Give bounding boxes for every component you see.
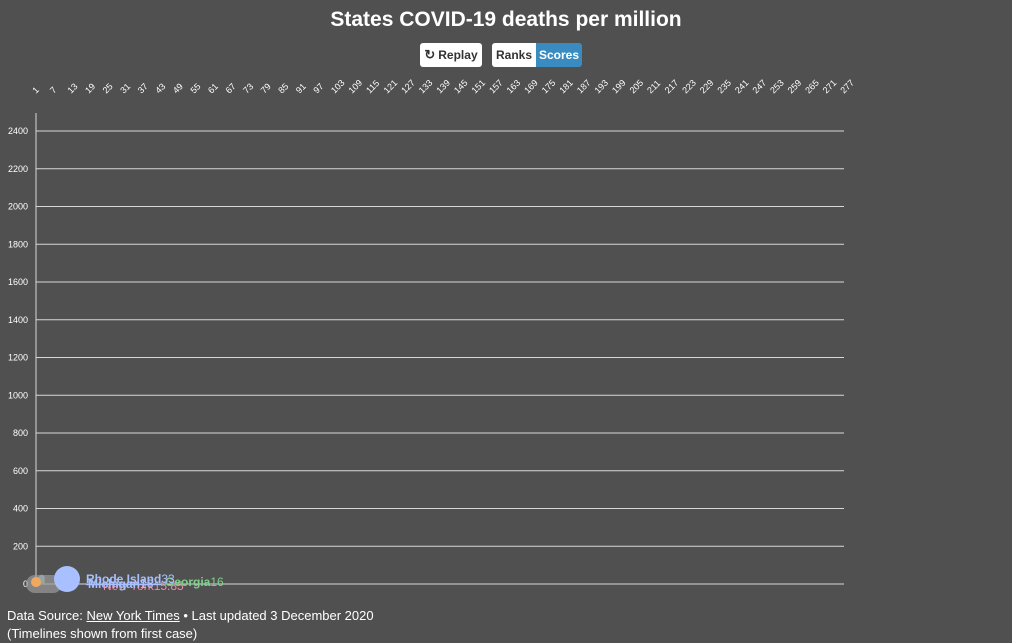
x-tick-label: 271 <box>821 78 839 96</box>
x-tick-label: 169 <box>522 78 540 96</box>
y-tick-label: 1200 <box>8 353 28 363</box>
y-tick-label: 400 <box>13 504 28 514</box>
nyt-link[interactable]: New York Times <box>86 608 180 623</box>
x-tick-label: 37 <box>136 81 150 95</box>
refresh-icon: ↻ <box>424 47 436 62</box>
mode-toggle: Ranks Scores <box>492 43 582 67</box>
x-tick-label: 235 <box>715 78 733 96</box>
x-tick-label: 181 <box>557 78 575 96</box>
last-updated: • Last updated 3 December 2020 <box>179 608 374 623</box>
data-source: Data Source: New York Times • Last updat… <box>7 607 374 643</box>
x-tick-label: 13 <box>65 81 79 95</box>
timeline-note: (Timelines shown from first case) <box>7 626 198 641</box>
x-tick-label: 199 <box>610 78 628 96</box>
x-tick-label: 193 <box>592 78 610 96</box>
x-tick-label: 247 <box>751 78 769 96</box>
y-tick-label: 800 <box>13 428 28 438</box>
x-tick-label: 145 <box>452 78 470 96</box>
x-tick-label: 43 <box>153 81 167 95</box>
x-tick-label: 217 <box>663 78 681 96</box>
series-point <box>31 577 41 587</box>
x-tick-label: 211 <box>645 78 662 95</box>
x-tick-label: 85 <box>276 81 290 95</box>
scores-button[interactable]: Scores <box>536 43 582 67</box>
x-tick-label: 133 <box>417 78 435 96</box>
y-tick-label: 1600 <box>8 277 28 287</box>
x-tick-label: 61 <box>206 81 220 95</box>
x-tick-label: 115 <box>364 78 381 95</box>
y-tick-label: 600 <box>13 466 28 476</box>
y-tick-label: 2200 <box>8 164 28 174</box>
x-tick-label: 127 <box>399 78 417 96</box>
x-tick-label: 103 <box>329 78 347 96</box>
x-tick-label: 1 <box>30 85 41 96</box>
x-tick-label: 55 <box>188 81 202 95</box>
x-tick-label: 109 <box>347 78 365 96</box>
x-tick-label: 265 <box>803 78 821 96</box>
x-tick-label: 49 <box>171 81 185 95</box>
line-chart: 1 7 13 19 25 31 37 43 49 55 61 67 73 79 85 91 97 103 109 11… <box>8 78 856 593</box>
y-tick-label: 2400 <box>8 126 28 136</box>
y-tick-label: 200 <box>13 541 28 551</box>
x-tick-label: 205 <box>628 78 646 96</box>
ranks-button[interactable]: Ranks <box>492 43 536 67</box>
x-tick-label: 31 <box>118 81 132 95</box>
x-tick-label: 253 <box>768 78 786 96</box>
x-tick-label: 25 <box>101 81 115 95</box>
source-prefix: Data Source: <box>7 608 87 623</box>
x-tick-label: 121 <box>382 78 400 96</box>
y-tick-label: 1800 <box>8 239 28 249</box>
series-label: Georgia16 <box>165 575 224 589</box>
x-tick-label: 139 <box>434 78 452 96</box>
x-tick-label: 277 <box>838 78 856 96</box>
x-tick-label: 241 <box>733 78 751 96</box>
x-tick-label: 19 <box>83 81 97 95</box>
y-tick-label: 1400 <box>8 315 28 325</box>
y-tick-label: 2000 <box>8 202 28 212</box>
series-label: Rhode Island33 <box>86 572 175 586</box>
x-tick-label: 97 <box>311 81 325 95</box>
gridlines <box>36 130 844 585</box>
y-axis: 0 200 400 600 800 1000 1200 1400 1600 1800 2000 220… <box>8 113 37 589</box>
y-tick-label: 0 <box>23 579 28 589</box>
x-axis: 1 7 13 19 25 31 37 43 49 55 61 67 73 79 85 91 97 103 109 11… <box>30 78 856 96</box>
x-tick-label: 7 <box>48 85 59 96</box>
series-label: New York15.85 <box>103 579 184 593</box>
x-tick-label: 151 <box>469 78 487 96</box>
x-tick-label: 67 <box>224 81 238 95</box>
x-tick-label: 79 <box>259 81 273 95</box>
x-tick-label: 229 <box>698 78 716 96</box>
x-tick-label: 163 <box>505 78 523 96</box>
x-tick-label: 187 <box>575 78 593 96</box>
replay-label: Replay <box>438 48 478 62</box>
series-label: Michigan16 <box>88 577 154 591</box>
chart-title: States COVID-19 deaths per million <box>330 8 682 31</box>
series-point <box>54 566 80 592</box>
x-tick-label: 91 <box>294 81 308 95</box>
x-tick-label: 73 <box>241 81 255 95</box>
x-tick-label: 259 <box>786 78 804 96</box>
series-lines <box>26 566 80 593</box>
x-tick-label: 223 <box>680 78 698 96</box>
x-tick-label: 157 <box>487 78 505 96</box>
replay-button[interactable]: ↻ Replay <box>420 43 482 67</box>
y-tick-label: 1000 <box>8 390 28 400</box>
x-tick-label: 175 <box>540 78 558 96</box>
